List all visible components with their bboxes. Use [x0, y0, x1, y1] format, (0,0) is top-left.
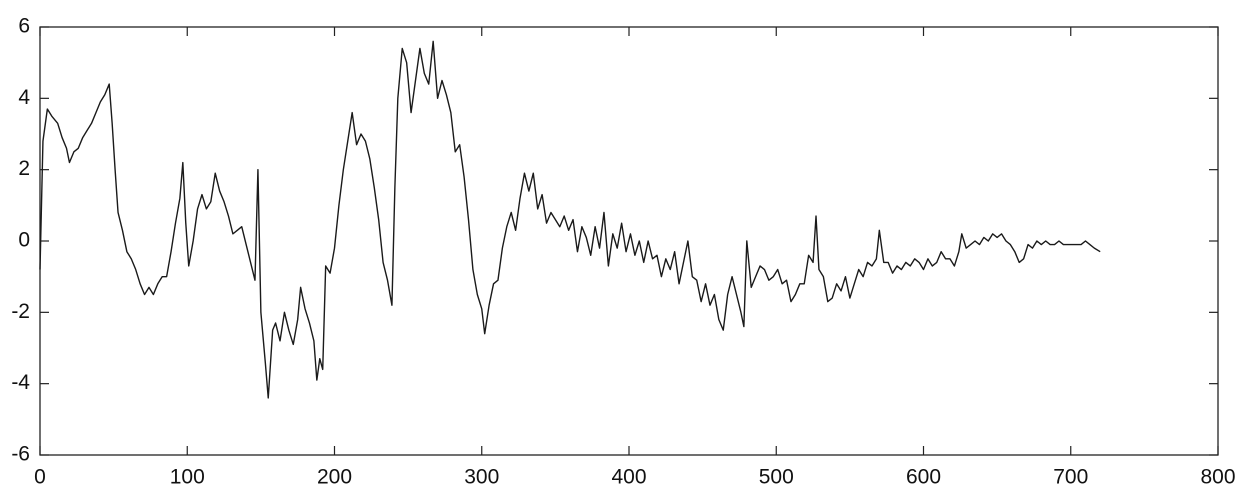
data-line	[39, 40, 1101, 399]
x-tick-label: 200	[317, 466, 352, 489]
x-tick-label: 500	[759, 466, 794, 489]
x-tick-label: 800	[1200, 466, 1235, 489]
y-tick-label: 6	[18, 15, 30, 38]
y-tick-label: 4	[18, 86, 30, 109]
x-tick-label: 700	[1053, 466, 1088, 489]
x-tick-label: 300	[464, 466, 499, 489]
x-tick-label: 400	[611, 466, 646, 489]
y-tick-label: 0	[18, 229, 30, 252]
x-tick-label: 600	[906, 466, 941, 489]
y-tick-label: 2	[18, 157, 30, 180]
y-tick-label: -4	[11, 371, 30, 394]
x-tick-label: 0	[34, 466, 46, 489]
x-tick-label: 100	[170, 466, 205, 489]
y-tick-label: -6	[11, 443, 30, 466]
y-tick-label: -2	[11, 300, 30, 323]
